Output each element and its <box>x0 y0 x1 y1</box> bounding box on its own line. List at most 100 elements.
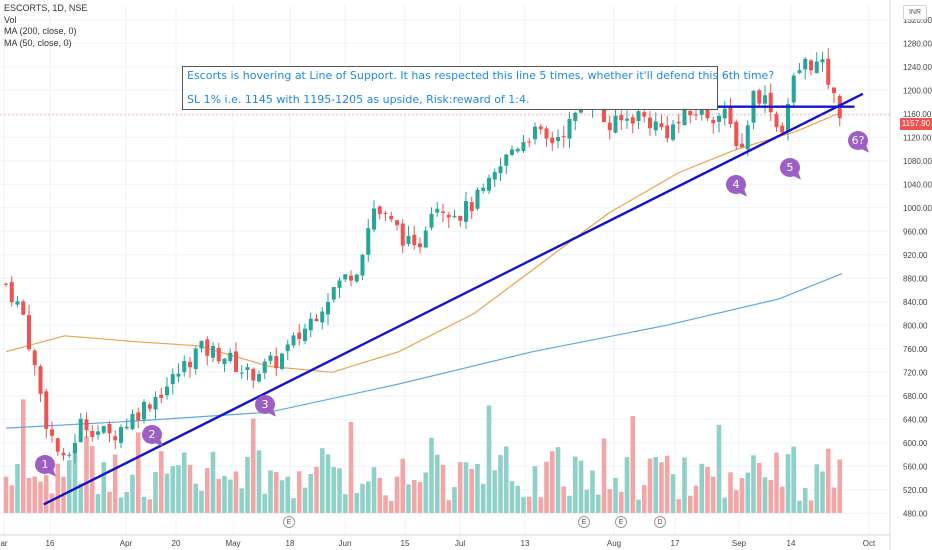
time-tick-label: 16 <box>46 539 55 548</box>
candle-body <box>182 360 187 373</box>
candle-body <box>96 431 100 435</box>
candle-body <box>826 58 831 85</box>
price-tick-label: 560.00 <box>903 462 928 471</box>
volume-bar <box>509 481 515 513</box>
candle-body <box>326 301 330 315</box>
candle-body <box>832 87 836 94</box>
earnings-marker[interactable]: E <box>615 516 627 528</box>
symbol-title[interactable]: ESCORTS, 1D, NSE <box>4 3 88 13</box>
candle-body <box>193 348 198 370</box>
price-tick-label: 880.00 <box>903 274 928 283</box>
price-tick-label: 1160.00 <box>903 110 932 119</box>
currency-badge[interactable]: INR <box>903 5 927 20</box>
candle-body <box>682 109 687 126</box>
dividend-marker[interactable]: D <box>654 516 666 528</box>
time-tick-label: May <box>225 539 240 548</box>
volume-bar <box>463 462 469 513</box>
candle-body <box>153 397 158 410</box>
touch-marker-3[interactable]: 3 <box>255 395 275 414</box>
candle-body <box>676 121 681 124</box>
annotation-box[interactable]: Escorts is hovering at Line of Support. … <box>182 66 774 110</box>
time-tick-label: 18 <box>286 539 295 548</box>
time-axis[interactable]: ar 16 Apr 20 May 18 Jun 15 Jul 13 Aug 17 Sep 14 Oct <box>0 539 876 548</box>
candle-body <box>418 243 422 248</box>
volume-bar <box>107 491 112 513</box>
volume-bar <box>296 471 302 513</box>
volume-legend[interactable]: Vol <box>4 14 17 25</box>
volume-bar <box>176 465 181 513</box>
ma50-legend[interactable]: MA (50, close, 0) <box>4 37 72 48</box>
earnings-marker[interactable]: E <box>578 516 590 528</box>
touch-marker-2[interactable]: 2 <box>142 425 162 444</box>
price-tick-label: 1120.00 <box>903 133 932 142</box>
volume-bar <box>791 446 797 513</box>
candle-body <box>429 213 434 228</box>
volume-bar <box>342 494 348 513</box>
volume-bar <box>239 488 245 513</box>
volume-bar <box>49 493 55 513</box>
volume-bar <box>66 460 72 513</box>
candle-body <box>780 125 785 133</box>
price-tick-label: 1040.00 <box>903 180 932 189</box>
volume-bar <box>26 477 32 513</box>
price-tick-label: 800.00 <box>903 321 928 330</box>
volume-bar <box>423 472 429 513</box>
last-price-tag: 1157.90 <box>900 118 932 130</box>
candle-body <box>561 136 566 138</box>
volume-bar <box>814 464 820 513</box>
candle-body <box>705 108 710 119</box>
candle-body <box>4 283 8 285</box>
volume-bar <box>429 437 434 513</box>
volume-bar <box>722 497 728 513</box>
candle-body <box>711 119 716 124</box>
volume-bar <box>331 467 337 513</box>
candle-body <box>199 340 204 349</box>
volume-bar <box>762 477 768 513</box>
time-tick-label: 14 <box>787 539 796 548</box>
volume-bar <box>365 481 371 513</box>
volume-bar <box>693 485 699 513</box>
candle-body <box>481 187 486 191</box>
candle-body <box>734 121 739 147</box>
candle-body <box>50 429 54 436</box>
volume-bar <box>590 470 595 513</box>
candle-body <box>492 172 497 180</box>
volume-bar <box>699 463 705 513</box>
touch-marker-1[interactable]: 1 <box>35 455 55 474</box>
candle-body <box>165 386 169 396</box>
volume-bar <box>256 450 262 513</box>
candle-body <box>464 201 468 222</box>
candle-body <box>44 391 49 429</box>
time-tick-label: ar <box>0 539 7 548</box>
volume-bar <box>475 463 480 513</box>
candle-body <box>412 234 417 246</box>
ma200-legend[interactable]: MA (200, close, 0) <box>4 26 77 36</box>
earnings-marker[interactable]: E <box>283 516 295 528</box>
volume-bar <box>544 461 549 513</box>
candle-body <box>27 315 31 350</box>
candle-body <box>291 335 296 346</box>
touch-marker-6[interactable]: 6? <box>848 131 868 150</box>
ma50-line <box>5 111 843 373</box>
candle-body <box>257 374 261 382</box>
volume-bar <box>733 490 739 513</box>
volume-bar <box>406 484 411 513</box>
price-tick-label: 1320.00 <box>903 16 932 25</box>
touch-marker-5[interactable]: 5 <box>780 158 800 177</box>
price-axis[interactable]: 1320.00 1280.00 1240.00 1200.00 1160.00 1120.… <box>903 16 932 519</box>
volume-bar <box>268 470 273 513</box>
candle-body <box>389 215 394 220</box>
volume-bar <box>756 463 762 513</box>
candle-body <box>607 122 612 131</box>
volume-bar <box>618 491 624 513</box>
volume-bar <box>469 468 475 513</box>
candle-body <box>372 208 376 230</box>
candle-body <box>400 223 405 246</box>
volume-bar <box>670 474 676 513</box>
price-tick-label: 920.00 <box>903 251 928 260</box>
volume-bar <box>72 450 78 513</box>
touch-marker-4[interactable]: 4 <box>726 175 746 194</box>
price-tick-label: 600.00 <box>903 439 928 448</box>
candle-body <box>625 118 629 121</box>
